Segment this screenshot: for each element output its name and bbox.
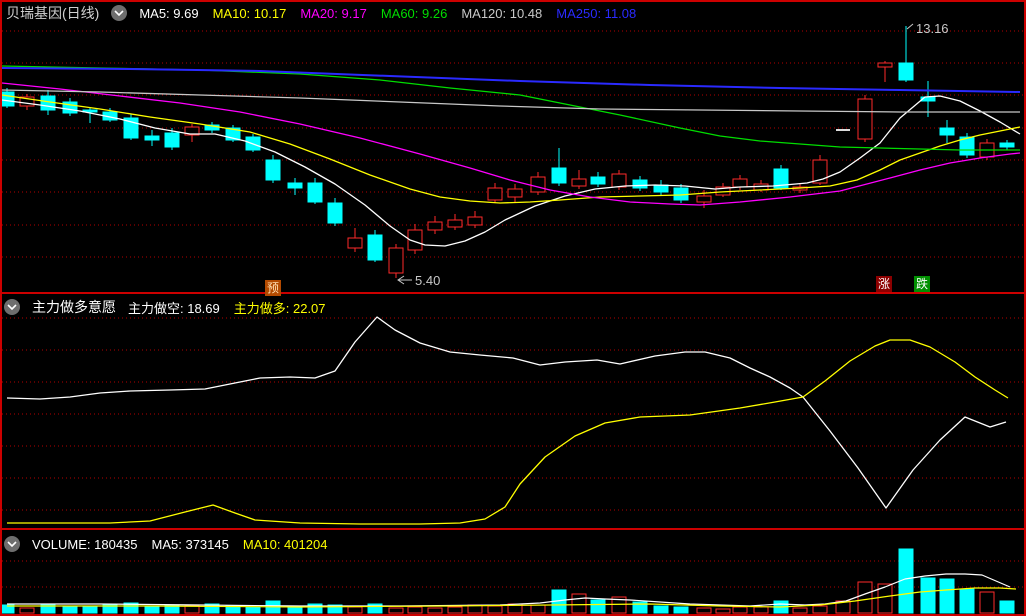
- price-annotations: 13.16 5.40: [397, 21, 949, 288]
- ma10-legend-item: MA10: 10.17: [212, 5, 287, 21]
- rise-badge: 涨: [876, 276, 892, 292]
- volume-panel: [0, 548, 1024, 614]
- ma60-legend-item: MA60: 9.26: [380, 5, 448, 21]
- vol-ma10-legend-item: MA10: 401204: [242, 536, 328, 552]
- collapse-main-chevron-icon[interactable]: [111, 5, 128, 21]
- volume-legend: VOLUME: 180435 MA5: 373145 MA10: 401204: [32, 537, 327, 552]
- fall-badge: 跌: [914, 276, 930, 292]
- stock-title: 贝瑞基因(日线): [6, 5, 100, 21]
- ma120-legend-item: MA120: 10.48: [461, 5, 543, 21]
- ma5-legend-item: MA5: 9.69: [139, 5, 199, 21]
- volume-ma-layer: [7, 573, 1017, 608]
- candles-layer: [0, 26, 1015, 278]
- vol-ma5-legend-item: MA5: 373145: [151, 536, 229, 552]
- high-price-annotation: 13.16: [916, 21, 949, 36]
- ma20-legend-item: MA20: 9.17: [300, 5, 367, 21]
- low-price-annotation: 5.40: [415, 273, 440, 288]
- main-candlestick-panel: [0, 26, 1024, 278]
- collapse-volume-chevron-icon[interactable]: [4, 536, 20, 552]
- ma250-legend-item: MA250: 11.08: [556, 5, 637, 21]
- ma-legend: MA5: 9.69 MA10: 10.17 MA20: 9.17 MA60: 9.26…: [139, 6, 636, 21]
- volume-bars-layer: [0, 548, 1015, 614]
- ma-lines-layer: [1, 65, 1021, 247]
- collapse-indicator-chevron-icon[interactable]: [4, 299, 20, 315]
- indicator-title: 主力做多意愿: [32, 299, 116, 315]
- indicator-panel-header: 主力做多意愿 主力做空: 18.69 主力做多: 22.07: [4, 297, 326, 317]
- long-force-legend-item: 主力做多: 22.07: [233, 300, 326, 316]
- indicator-legend: 主力做空: 18.69 主力做多: 22.07: [128, 298, 326, 317]
- main-panel-header: 贝瑞基因(日线) MA5: 9.69 MA10: 10.17 MA20: 9.17 M…: [6, 3, 636, 23]
- volume-legend-item: VOLUME: 180435: [32, 536, 138, 552]
- forecast-badge: 预: [265, 280, 281, 296]
- indicator-panel: [2, 316, 1024, 525]
- volume-panel-header: VOLUME: 180435 MA5: 373145 MA10: 401204: [4, 534, 327, 554]
- short-force-legend-item: 主力做空: 18.69: [128, 300, 220, 316]
